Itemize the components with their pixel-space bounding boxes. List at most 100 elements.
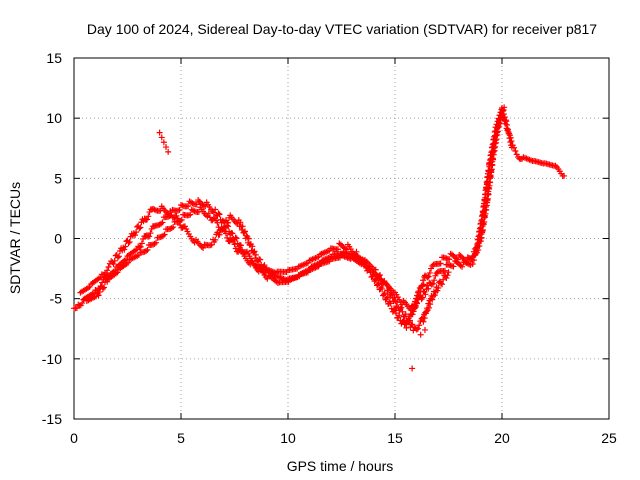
data-point-band-3 [231,241,238,248]
data-point-band-1 [424,274,431,281]
data-point-band-3 [444,272,451,279]
data-point-band-2 [110,261,117,268]
data-point-band-3 [153,239,160,246]
y-tick-label: 15 [46,50,62,66]
x-axis-label: GPS time / hours [287,458,394,474]
data-point-band-1 [503,118,510,125]
data-point-band-3 [443,274,450,281]
data-point-band-2 [472,251,479,258]
data-point-band-2 [237,219,244,226]
x-tick-label: 5 [177,430,185,446]
data-point-band-3 [161,231,168,238]
data-point-band-1 [501,114,508,121]
data-point-band-2 [489,162,496,169]
data-point-band-3 [378,276,385,283]
data-point-band-2 [181,223,188,230]
data-point-band-2 [115,253,122,260]
plot-area: 0 5 10 15 20 25 15 10 5 0 -5 -10 -15 [42,50,617,446]
data-point-outliers [421,326,428,333]
data-point-band-2 [261,262,268,269]
data-point-outliers [156,129,163,136]
data-point-outliers [165,148,172,155]
y-tick-label: 5 [54,170,62,186]
data-point-band-1 [437,260,444,267]
data-point-band-3 [232,245,239,252]
data-point-band-2 [131,232,138,239]
data-point-band-3 [383,281,390,288]
data-point-band-3 [421,315,428,322]
data-point-band-2 [479,227,486,234]
data-point-band-1 [379,285,386,292]
data-point-band-3 [178,216,185,223]
data-point-band-2 [257,256,264,263]
data-point-band-2 [249,243,256,250]
data-point-band-1 [393,310,400,317]
data-point-band-1 [384,294,391,301]
data-point-band-1 [79,300,86,307]
data-point-band-3 [438,280,445,287]
data-point-band-2 [239,223,246,230]
data-point-band-1 [138,240,145,247]
data-point-band-3 [204,213,211,220]
data-point-band-1 [426,269,433,276]
data-point-band-2 [111,257,118,264]
data-point-band-2 [114,254,121,261]
data-point-outliers [417,331,424,338]
tick-labels: 0 5 10 15 20 25 15 10 5 0 -5 -10 -15 [42,50,617,446]
data-point-band-2 [411,304,418,311]
data-point-band-2 [450,263,457,270]
data-point-band-1 [137,243,144,250]
data-point-band-3 [429,296,436,303]
data-point-band-1 [420,277,427,284]
data-point-band-1 [176,206,183,213]
data-point-band-2 [432,272,439,279]
data-point-band-3 [125,259,132,266]
data-point-band-1 [136,244,143,251]
data-point-band-2 [414,300,421,307]
data-point-band-1 [420,281,427,288]
data-point-band-1 [390,306,397,313]
data-point-band-3 [247,261,254,268]
data-point-band-3 [416,322,423,329]
data-point-band-2 [419,294,426,301]
data-point-band-2 [105,263,112,270]
data-point-band-3 [144,246,151,253]
data-point-band-2 [165,211,172,218]
data-point-band-2 [487,179,494,186]
data-point-band-3 [386,285,393,292]
data-point-band-1 [428,265,435,272]
data-point-band-3 [222,230,229,237]
data-point-band-2 [102,269,109,276]
data-point-band-2 [490,156,497,163]
data-point-band-1 [446,256,453,263]
x-tick-label: 20 [494,430,510,446]
data-point-band-2 [422,291,429,298]
y-tick-label: -15 [42,411,62,427]
data-point-band-1 [216,211,223,218]
data-point-band-3 [114,269,121,276]
data-point-band-1 [403,324,410,331]
data-point-band-2 [407,306,414,313]
data-point-band-3 [435,285,442,292]
data-point-band-3 [95,292,102,299]
data-point-band-1 [511,144,518,151]
data-point-band-2 [104,267,111,274]
data-point-band-2 [485,191,492,198]
data-point-outliers [160,139,167,146]
data-point-band-2 [476,243,483,250]
data-point-band-3 [224,234,231,241]
data-point-band-2 [121,246,128,253]
data-point-band-1 [159,219,166,226]
data-point-band-3 [96,288,103,295]
data-point-band-3 [405,315,412,322]
data-point-band-1 [212,206,219,213]
data-point-band-2 [252,251,259,258]
data-point-band-1 [233,235,240,242]
data-point-band-2 [251,248,258,255]
data-point-outliers [163,144,170,151]
data-point-band-3 [388,289,395,296]
grid-lines [74,58,609,419]
data-point-band-2 [478,234,485,241]
data-point-band-3 [255,268,262,275]
